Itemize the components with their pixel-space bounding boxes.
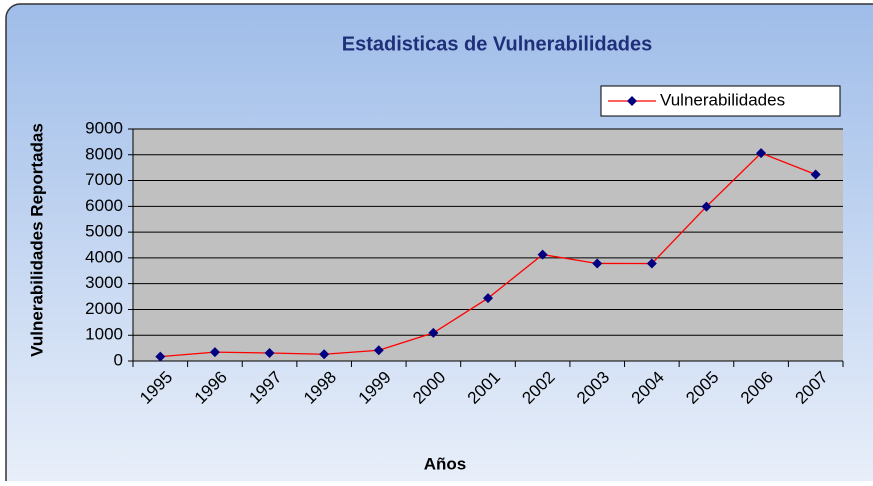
data-point xyxy=(264,347,275,358)
y-tick-label: 1000 xyxy=(85,325,123,344)
chart-title: Estadisticas de Vulnerabilidades xyxy=(342,33,653,55)
data-point xyxy=(155,351,166,362)
data-point xyxy=(209,347,220,358)
y-tick-label: 6000 xyxy=(85,196,123,215)
y-tick-label: 3000 xyxy=(85,273,123,292)
data-point xyxy=(756,148,767,159)
data-point xyxy=(701,201,712,212)
legend-label: Vulnerabilidades xyxy=(660,90,785,109)
data-point xyxy=(592,258,603,269)
data-point xyxy=(428,327,439,338)
data-point xyxy=(646,258,657,269)
legend xyxy=(600,85,841,117)
y-axis-label: Vulnerabilidades Reportadas xyxy=(27,123,46,357)
y-tick-label: 8000 xyxy=(85,144,123,163)
data-point xyxy=(319,349,330,360)
y-tick-label: 7000 xyxy=(85,170,123,189)
y-tick-label: 2000 xyxy=(85,299,123,318)
data-point xyxy=(483,293,493,304)
legend-marker xyxy=(627,96,637,106)
y-tick-label: 4000 xyxy=(85,247,123,266)
x-axis-label: Años xyxy=(424,454,467,473)
y-tick-label: 0 xyxy=(114,350,123,369)
data-point xyxy=(373,345,384,356)
y-tick-label: 5000 xyxy=(85,222,123,241)
plot-area xyxy=(133,129,843,361)
data-point xyxy=(537,249,548,260)
y-tick-label: 9000 xyxy=(85,118,123,137)
data-point xyxy=(810,169,821,180)
